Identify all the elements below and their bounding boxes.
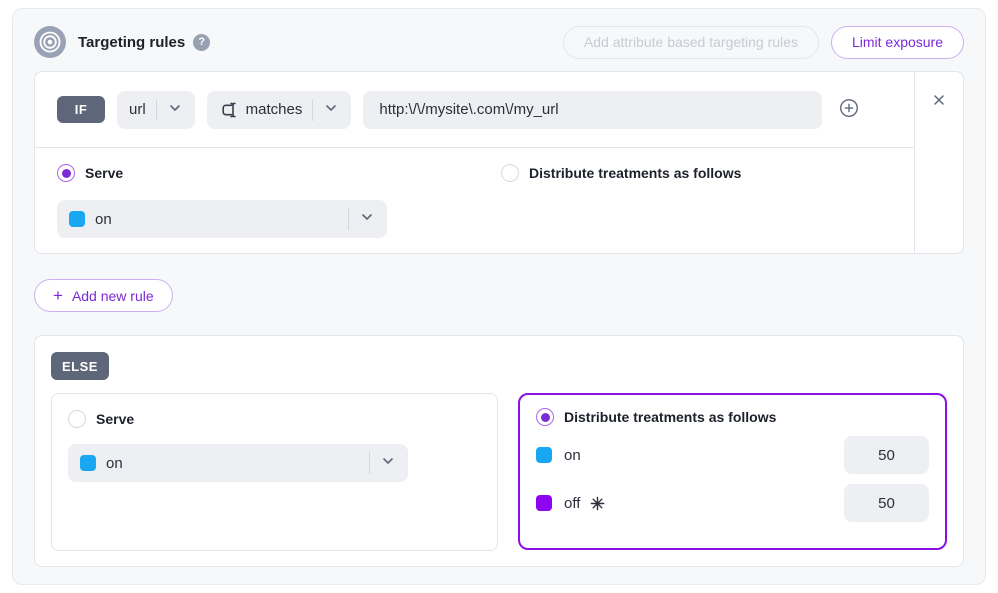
treatment-name: on (564, 446, 581, 464)
rule-serve-section: Serve Distribute treatments as follows o… (35, 148, 914, 238)
radio-unselected-icon[interactable] (68, 410, 86, 428)
radio-unselected-icon[interactable] (501, 164, 519, 182)
dropdown-divider (369, 452, 370, 474)
treatment-row: on (536, 436, 929, 474)
radio-selected-icon[interactable] (536, 408, 554, 426)
default-treatment-dropdown[interactable]: on (68, 444, 408, 482)
distribute-label: Distribute treatments as follows (529, 165, 742, 181)
treatment-dropdown[interactable]: on (57, 200, 387, 238)
close-icon[interactable] (931, 92, 947, 108)
rule-close-column (915, 72, 963, 253)
help-icon[interactable]: ? (193, 33, 211, 51)
match-value-input[interactable] (363, 90, 822, 129)
default-serve-card[interactable]: Serve on (51, 393, 498, 551)
treatment-percent-input[interactable] (844, 436, 929, 474)
dropdown-divider (348, 208, 349, 230)
plus-circle-icon (838, 97, 860, 122)
default-serve-label: Serve (96, 411, 135, 427)
serve-radio-option[interactable]: Serve (57, 164, 501, 182)
distribute-radio-option[interactable]: Distribute treatments as follows (501, 164, 741, 182)
string-matcher-icon (219, 100, 239, 120)
treatment-name: off (564, 494, 581, 512)
matcher-dropdown-value: matches (245, 101, 303, 118)
treatment-color-swatch (536, 447, 552, 463)
add-attribute-rules-button[interactable]: Add attribute based targeting rules (562, 25, 819, 59)
limit-exposure-button[interactable]: Limit exposure (830, 25, 964, 59)
targeting-rules-panel: Targeting rules ? Add attribute based ta… (12, 8, 986, 585)
rule-condition-row: IF url matches (35, 72, 914, 148)
treatment-dropdown-value: on (95, 210, 112, 228)
serve-label: Serve (85, 165, 124, 181)
page-title: Targeting rules (78, 33, 186, 51)
default-treatment-dropdown-value: on (106, 454, 123, 472)
attribute-dropdown-value: url (129, 101, 146, 118)
treatment-row: off (536, 484, 929, 522)
add-condition-button[interactable] (838, 99, 860, 121)
targeting-rule-card: IF url matches (34, 71, 964, 254)
default-serve-radio-option[interactable]: Serve (68, 410, 481, 428)
treatment-color-swatch (69, 211, 85, 227)
matcher-dropdown[interactable]: matches (206, 90, 352, 129)
add-new-rule-button[interactable]: + Add new rule (34, 279, 173, 312)
add-new-rule-label: Add new rule (71, 287, 154, 304)
chevron-down-icon (167, 100, 183, 120)
default-treatment-asterisk-icon (590, 496, 605, 511)
plus-icon: + (53, 286, 63, 305)
default-rule-card: ELSE Serve on (34, 335, 964, 567)
rule-main: IF url matches (35, 72, 915, 253)
chevron-down-icon (359, 209, 375, 229)
attribute-dropdown[interactable]: url (117, 90, 195, 129)
default-distribute-radio-option[interactable]: Distribute treatments as follows (536, 408, 929, 426)
dropdown-divider (312, 98, 314, 121)
default-rule-columns: Serve on Distribute trea (51, 393, 947, 551)
default-distribute-card[interactable]: Distribute treatments as follows on off (518, 393, 947, 550)
treatment-color-swatch (80, 455, 96, 471)
if-badge: IF (57, 96, 105, 123)
chevron-down-icon (323, 100, 339, 120)
default-distribute-label: Distribute treatments as follows (564, 409, 777, 425)
treatment-color-swatch (536, 495, 552, 511)
dropdown-divider (155, 98, 157, 121)
target-icon (34, 26, 66, 58)
chevron-down-icon (380, 453, 396, 473)
treatment-percent-input[interactable] (844, 484, 929, 522)
panel-header: Targeting rules ? Add attribute based ta… (34, 21, 964, 63)
else-badge: ELSE (51, 352, 109, 380)
radio-selected-icon[interactable] (57, 164, 75, 182)
serve-options-row: Serve Distribute treatments as follows (57, 164, 892, 182)
